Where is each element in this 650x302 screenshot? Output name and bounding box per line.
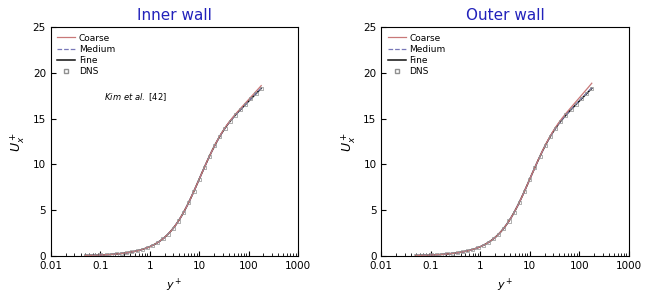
Legend: Coarse, Medium, Fine, DNS: Coarse, Medium, Fine, DNS [386,32,447,78]
Point [467,247,478,252]
Point [183,200,194,205]
Point [509,210,519,215]
Point [535,154,545,159]
Point [540,143,551,148]
Point [504,219,514,223]
Point [577,97,587,101]
Point [158,236,168,241]
Y-axis label: $U_x^+$: $U_x^+$ [339,132,358,152]
Point [235,107,246,112]
Point [473,245,483,250]
Point [432,252,442,257]
Point [163,232,174,236]
Point [411,253,421,258]
Point [214,134,225,139]
Point [499,226,509,231]
Point [457,249,467,254]
Point [148,243,158,248]
Point [416,253,426,258]
Point [488,236,499,241]
Point [174,219,184,223]
Point [452,250,463,255]
Point [199,165,209,170]
Point [85,253,96,258]
Point [127,249,137,254]
Title: Inner wall: Inner wall [137,8,212,23]
Point [462,249,473,253]
Point [225,119,235,124]
Y-axis label: $U_x^+$: $U_x^+$ [8,132,27,152]
Point [566,107,577,112]
X-axis label: $y^+$: $y^+$ [497,276,514,294]
Point [551,126,561,130]
Point [194,177,204,182]
Point [80,253,90,258]
Point [168,226,179,231]
Point [142,245,153,250]
Point [188,189,199,194]
Point [209,143,220,148]
Point [442,252,452,256]
Point [220,126,230,130]
Point [586,86,597,91]
Point [514,200,525,205]
Point [530,165,540,170]
Point [240,102,251,107]
Point [153,240,163,245]
X-axis label: $y^+$: $y^+$ [166,276,183,294]
Point [421,253,432,258]
Point [122,250,132,255]
Point [204,154,214,159]
Point [545,134,556,139]
Point [90,253,101,258]
Point [519,189,530,194]
Point [483,240,493,245]
Point [132,249,142,253]
Point [116,251,127,256]
Point [251,91,261,96]
Point [478,243,488,248]
Point [246,97,256,101]
Point [230,113,240,117]
Point [106,252,116,257]
Text: $\it{Kim\ et\ al.}$ [42]: $\it{Kim\ et\ al.}$ [42] [99,91,167,103]
Point [179,210,189,215]
Point [256,86,266,91]
Point [525,177,535,182]
Point [426,252,437,257]
Point [561,113,571,117]
Point [556,119,566,124]
Point [571,102,582,107]
Point [137,247,148,252]
Title: Outer wall: Outer wall [465,8,544,23]
Point [447,251,458,256]
Point [493,232,504,236]
Point [581,91,592,96]
Point [437,252,447,257]
Legend: Coarse, Medium, Fine, DNS: Coarse, Medium, Fine, DNS [55,32,117,78]
Point [101,252,111,257]
Point [111,252,122,256]
Point [96,252,106,257]
